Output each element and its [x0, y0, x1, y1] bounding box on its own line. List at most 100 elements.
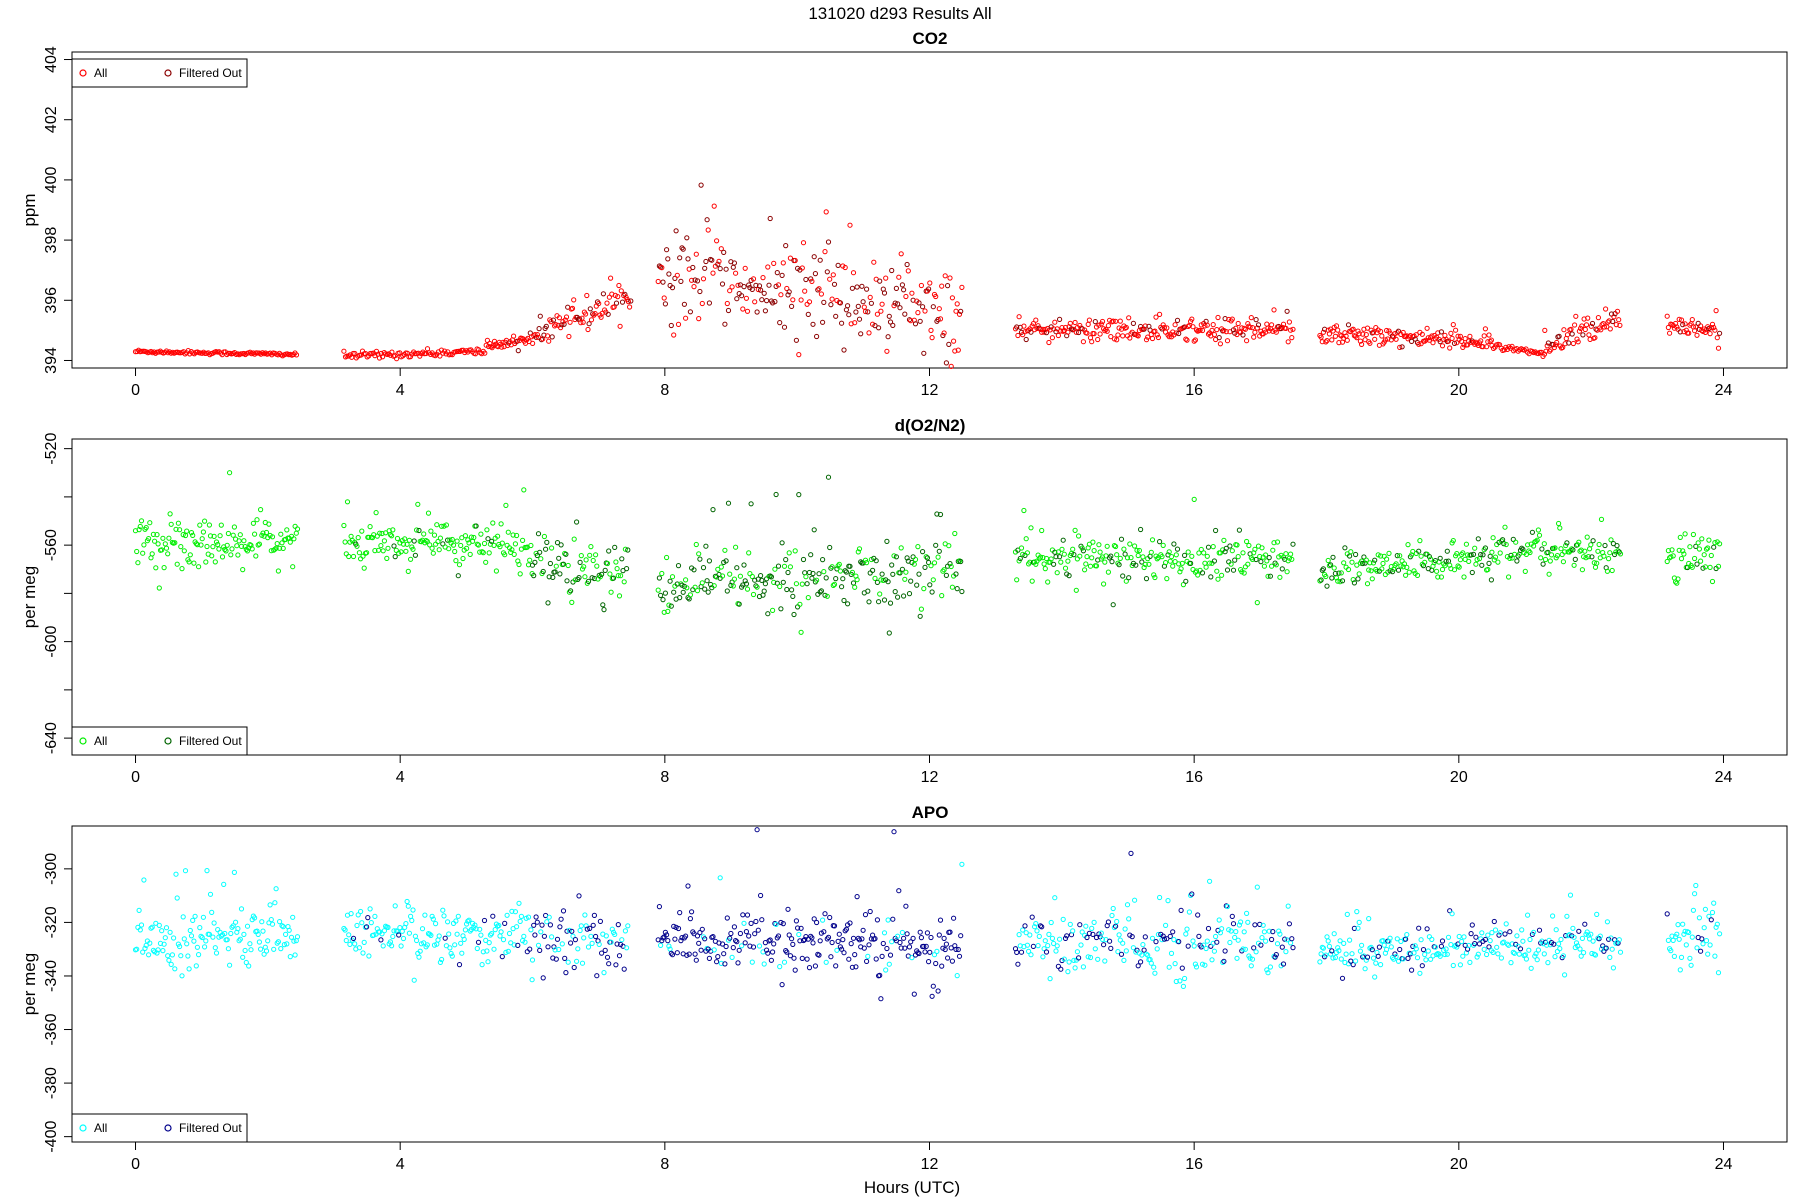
apo-data-point	[466, 917, 472, 923]
apo-data-point	[1590, 938, 1596, 944]
apo-filtered-point	[1084, 934, 1090, 941]
co2-y-tick-label: 402	[43, 106, 60, 133]
apo-data-point	[512, 909, 519, 915]
apo-legend-filtered-marker	[164, 1124, 172, 1132]
o2n2-filtered-point	[841, 597, 847, 604]
apo-filtered-point	[921, 943, 927, 950]
apo-data-point	[1048, 919, 1054, 926]
apo-data-point	[1317, 959, 1323, 965]
co2-data-point	[952, 348, 958, 354]
o2n2-data-point	[193, 541, 199, 547]
apo-data-point	[174, 895, 180, 901]
co2-data-point	[1382, 337, 1389, 343]
o2n2-data-point	[1061, 551, 1067, 557]
apo-data-point	[1168, 950, 1175, 957]
apo-data-point	[1489, 930, 1495, 936]
apo-filtered-point	[856, 937, 863, 943]
o2n2-data-point	[1587, 546, 1593, 552]
apo-filtered-point	[671, 923, 677, 930]
apo-data-point	[417, 948, 423, 954]
o2n2-data-point	[367, 524, 373, 530]
apo-filtered-point	[902, 945, 908, 951]
o2n2-data-point	[1269, 563, 1275, 569]
o2n2-filtered-point	[825, 474, 832, 480]
apo-filtered-point	[898, 945, 904, 951]
o2n2-data-point	[1132, 543, 1138, 549]
co2-data-point	[847, 222, 853, 228]
co2-data-point	[1183, 336, 1189, 342]
apo-data-point	[487, 932, 493, 938]
o2n2-filtered-point	[674, 581, 680, 587]
apo-filtered-point	[927, 949, 933, 955]
apo-data-point	[1459, 938, 1465, 945]
o2n2-data-point	[1489, 549, 1495, 555]
co2-data-point	[1712, 327, 1718, 333]
apo-filtered-point	[797, 938, 803, 944]
apo-data-point	[1122, 926, 1128, 932]
apo-data-point	[1497, 930, 1503, 936]
o2n2-data-point	[1146, 561, 1152, 567]
apo-data-point	[1079, 929, 1085, 935]
o2n2-data-point	[1241, 570, 1247, 576]
o2n2-filtered-point	[602, 567, 608, 574]
apo-data-point	[1432, 944, 1439, 950]
o2n2-data-point	[618, 573, 624, 579]
o2n2-data-point	[216, 546, 222, 552]
apo-data-point	[1533, 951, 1539, 957]
apo-data-point	[1378, 962, 1384, 968]
apo-data-point	[1020, 927, 1026, 933]
apo-data-point	[1155, 931, 1162, 938]
co2-data-point	[951, 338, 957, 344]
o2n2-data-point	[290, 564, 296, 570]
apo-filtered-point	[698, 947, 704, 953]
apo-data-point	[931, 952, 938, 958]
o2n2-filtered-point	[1360, 560, 1366, 567]
co2-data-point	[1210, 322, 1216, 328]
o2n2-data-point	[777, 583, 783, 590]
o2n2-data-point	[1596, 541, 1602, 548]
co2-filtered-point	[1395, 328, 1402, 334]
co2-filtered-point	[767, 215, 773, 222]
apo-data-point	[180, 914, 186, 920]
apo-data-point	[440, 907, 446, 913]
apo-filtered-point	[456, 962, 463, 968]
co2-data-point	[566, 333, 572, 340]
o2n2-data-point	[565, 562, 571, 569]
co2-filtered-point	[723, 266, 729, 272]
apo-data-point	[235, 926, 241, 932]
o2n2-data-point	[1091, 548, 1097, 554]
o2n2-data-point	[1082, 567, 1088, 573]
apo-data-point	[622, 928, 629, 934]
apo-filtered-point	[594, 973, 600, 979]
apo-data-point	[596, 941, 602, 948]
o2n2-filtered-point	[697, 556, 703, 562]
co2-filtered-point	[774, 270, 780, 276]
o2n2-data-point	[1595, 548, 1601, 554]
o2n2-data-point	[159, 547, 165, 553]
apo-filtered-point	[817, 938, 823, 944]
apo-filtered-point	[1462, 942, 1468, 948]
co2-data-point	[423, 350, 429, 357]
o2n2-data-point	[1378, 553, 1384, 559]
co2-data-point	[1667, 330, 1673, 336]
o2n2-data-point	[1417, 538, 1423, 544]
apo-data-point	[1130, 945, 1137, 951]
co2-filtered-point	[808, 276, 814, 282]
o2n2-data-point	[1401, 561, 1408, 567]
o2n2-data-point	[1698, 558, 1704, 564]
apo-filtered-point	[659, 938, 665, 944]
co2-data-point	[765, 264, 771, 270]
o2n2-data-point	[1166, 549, 1172, 555]
o2n2-data-point	[369, 535, 376, 541]
o2n2-data-point	[1142, 561, 1148, 568]
apo-data-point	[290, 914, 296, 920]
apo-data-point	[294, 934, 301, 940]
o2n2-data-point	[770, 607, 776, 614]
o2n2-data-point	[284, 527, 290, 533]
o2n2-data-point	[1588, 542, 1594, 548]
co2-data-point	[729, 284, 735, 290]
co2-filtered-point	[515, 348, 521, 354]
apo-data-point	[1182, 975, 1188, 982]
apo-data-point	[216, 934, 222, 940]
